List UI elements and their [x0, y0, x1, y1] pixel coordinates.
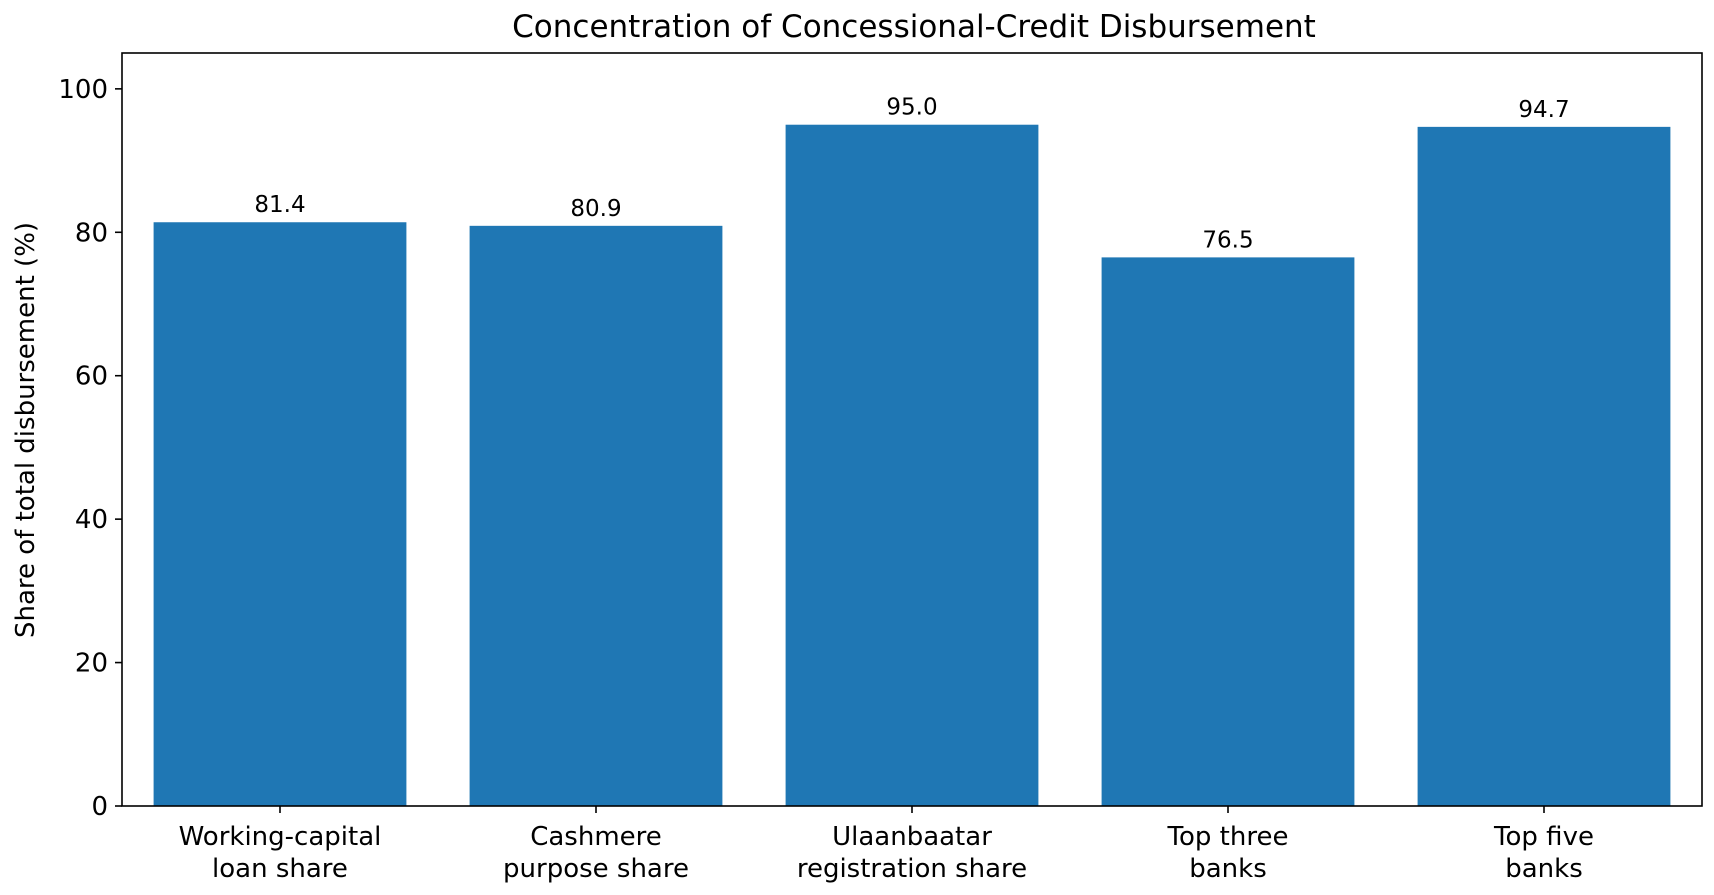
bar-5 [1417, 126, 1671, 806]
y-axis-label: Share of total disbursement (%) [11, 222, 41, 638]
x-tick-label-line: Top three [1167, 822, 1289, 852]
bar-value-label-3: 95.0 [886, 95, 937, 121]
y-tick-label-60: 60 [75, 362, 108, 392]
plot-area: 81.4 Working-capital loan share 80.9 Cashmer… [58, 52, 1703, 884]
x-tick-label-line: Top five [1493, 822, 1594, 852]
bar-value-label-2: 80.9 [570, 196, 621, 222]
bar-3 [785, 124, 1039, 806]
bar-value-label-5: 94.7 [1518, 97, 1569, 123]
x-tick-label-line: registration share [797, 854, 1027, 884]
y-tick-label-100: 100 [58, 75, 108, 105]
bar-2 [469, 225, 723, 806]
x-tick-label-line: banks [1189, 854, 1267, 884]
bar-value-label-4: 76.5 [1202, 227, 1253, 253]
x-tick-label-line: loan share [212, 854, 348, 884]
x-tick-label-line: Cashmere [530, 822, 662, 852]
x-tick-label-line: Ulaanbaatar [832, 822, 992, 852]
chart-title: Concentration of Concessional-Credit Dis… [512, 9, 1316, 45]
bar-4 [1101, 257, 1355, 806]
bar-1 [153, 222, 407, 806]
x-tick-label-line: purpose share [503, 854, 689, 884]
y-tick-label-80: 80 [75, 218, 108, 248]
bar-value-label-1: 81.4 [254, 192, 305, 218]
x-tick-label-line: Working-capital [179, 822, 382, 852]
y-tick-label-40: 40 [75, 505, 108, 535]
y-tick-label-0: 0 [91, 792, 108, 822]
x-tick-label-2: Cashmere purpose share [503, 822, 689, 884]
y-tick-label-20: 20 [75, 649, 108, 679]
x-tick-label-line: banks [1505, 854, 1583, 884]
axes-frame [121, 52, 1703, 807]
x-tick-label-4: Top three banks [1167, 822, 1289, 884]
x-tick-label-1: Working-capital loan share [179, 822, 382, 884]
x-tick-label-3: Ulaanbaatar registration share [797, 822, 1027, 884]
x-tick-label-5: Top five banks [1493, 822, 1594, 884]
